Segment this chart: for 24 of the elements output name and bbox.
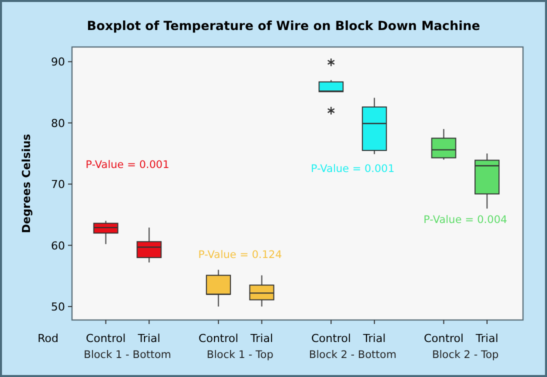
y-tick-label: 50 xyxy=(51,300,65,314)
x-tick-label: Trial xyxy=(474,332,498,345)
x-tick-label: Control xyxy=(424,332,464,345)
annotation: P-Value = 0.001 xyxy=(86,159,170,171)
text: Block 1 - Bottom xyxy=(84,349,172,361)
x-axis-title: Rod xyxy=(38,332,58,345)
annotation: P-Value = 0.004 xyxy=(424,214,508,226)
y-tick-label: 70 xyxy=(51,178,65,192)
y-tick-label: 90 xyxy=(51,56,65,69)
x-tick-label: Trial xyxy=(136,332,160,345)
x-tick-label: Control xyxy=(311,332,351,345)
chart-title: Boxplot of Temperature of Wire on Block Down Machine xyxy=(86,18,480,33)
y-axis-title: Degrees Celsius xyxy=(20,133,33,234)
annotation: P-Value = 0.001 xyxy=(310,163,395,175)
x-tick-label: Control xyxy=(86,332,126,345)
x-tick-label: Control xyxy=(198,332,238,345)
text: Block 2 - Bottom xyxy=(309,349,396,361)
y-tick-label: 80 xyxy=(51,116,65,130)
text: Block 1 - Top xyxy=(206,349,274,361)
y-tick-label: 60 xyxy=(51,239,65,252)
x-tick-label: Trial xyxy=(362,332,386,345)
x-tick-label: Trial xyxy=(250,332,273,345)
annotation: P-Value = 0.124 xyxy=(198,249,282,261)
text: Block 2 - Top xyxy=(432,349,500,361)
